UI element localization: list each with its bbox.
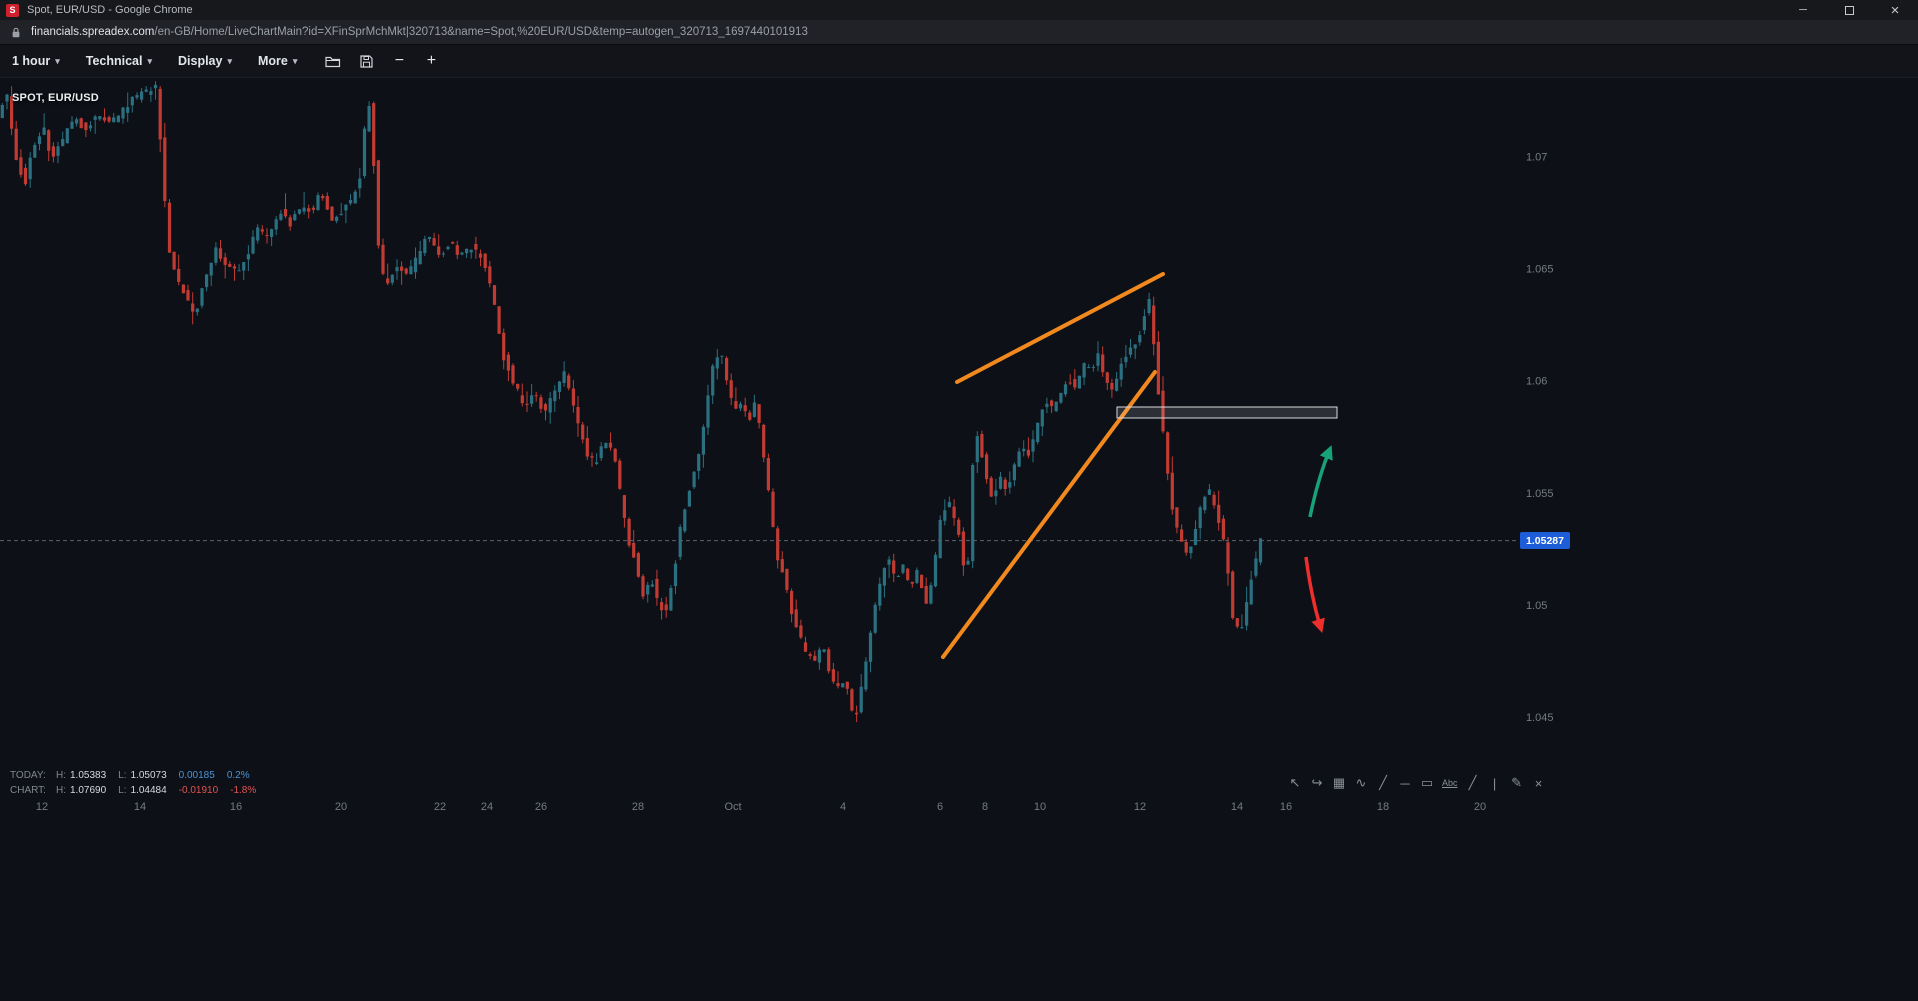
url-path: /en-GB/Home/LiveChartMain?id=XFinSprMchM… xyxy=(154,26,808,38)
chevron-down-icon: ▾ xyxy=(147,55,152,66)
window-title: Spot, EUR/USD - Google Chrome xyxy=(27,4,193,16)
x-axis-label: 20 xyxy=(1474,801,1486,813)
chart-change-value: -0.01910 xyxy=(178,785,219,796)
today-high-value: 1.05383 xyxy=(70,770,107,781)
technical-dropdown[interactable]: Technical ▾ xyxy=(86,54,152,68)
indicator-tool-button[interactable]: ∿ xyxy=(1355,775,1367,790)
horizontal-line-tool-button[interactable]: ─ xyxy=(1400,775,1410,791)
toolbar-separator: | xyxy=(1492,775,1497,791)
save-icon xyxy=(360,54,374,68)
zoom-in-button[interactable]: + xyxy=(426,52,437,69)
window-controls: ─ × xyxy=(1780,0,1918,20)
open-chart-button[interactable] xyxy=(325,54,341,68)
minimize-button[interactable]: ─ xyxy=(1799,4,1807,16)
down-arrow-annotation[interactable] xyxy=(1304,556,1325,634)
redo-arrow-tool-button[interactable]: ↪ xyxy=(1311,775,1323,790)
x-axis-label: 14 xyxy=(1231,801,1243,813)
close-tool-button[interactable]: × xyxy=(1534,775,1543,791)
maximize-icon xyxy=(1844,5,1854,15)
chart-toolbar: 1 hour ▾ Technical ▾ Display ▾ More ▾ − … xyxy=(0,45,1918,78)
grid-tool-button[interactable]: ▦ xyxy=(1332,775,1346,790)
open-folder-icon xyxy=(325,56,341,68)
legend-today-row: TODAY: H: 1.05383 L: 1.05073 0.00185 0.2… xyxy=(10,768,268,783)
close-button[interactable]: × xyxy=(1890,1,1900,19)
x-axis-label: 28 xyxy=(632,801,644,813)
x-axis-label: 12 xyxy=(1134,801,1146,813)
chart-high-label: H: xyxy=(56,785,66,796)
url-domain: financials.spreadex.com xyxy=(31,26,155,38)
browser-url-bar: financials.spreadex.com/en-GB/Home/LiveC… xyxy=(0,20,1918,45)
x-axis-label: 24 xyxy=(481,801,493,813)
chart-change-pct: -1.8% xyxy=(230,785,257,796)
x-axis-label: 16 xyxy=(1280,801,1292,813)
x-axis-label: 10 xyxy=(1034,801,1046,813)
price-axis-label: 1.07 xyxy=(1526,152,1547,164)
chart-high-value: 1.07690 xyxy=(70,785,107,796)
interval-dropdown[interactable]: 1 hour ▾ xyxy=(12,54,60,68)
pencil-tool-button[interactable]: ✎ xyxy=(1511,775,1522,790)
x-axis-label: 8 xyxy=(982,801,988,813)
save-chart-button[interactable] xyxy=(359,54,374,69)
chevron-down-icon: ▾ xyxy=(227,55,232,66)
price-axis-label: 1.06 xyxy=(1526,376,1547,388)
today-change-value: 0.00185 xyxy=(178,770,215,781)
up-arrow-annotation[interactable] xyxy=(1308,445,1333,518)
price-axis-label: 1.05 xyxy=(1526,600,1547,612)
chart-range-label: CHART: xyxy=(10,785,46,796)
x-axis-label: Oct xyxy=(724,801,741,813)
display-label: Display xyxy=(178,54,223,68)
x-axis-label: 4 xyxy=(840,801,846,813)
chart-low-value: 1.04484 xyxy=(130,785,167,796)
chart-legend: TODAY: H: 1.05383 L: 1.05073 0.00185 0.2… xyxy=(10,768,268,798)
x-axis-label: 12 xyxy=(36,801,48,813)
today-low-label: L: xyxy=(118,770,127,781)
x-axis-label: 14 xyxy=(134,801,146,813)
toolbar-icon-group: − + xyxy=(325,52,438,70)
trendline-annotation[interactable] xyxy=(955,272,1165,384)
symbol-label: SPOT, EUR/USD xyxy=(12,92,99,104)
x-axis-label: 6 xyxy=(937,801,943,813)
legend-chart-row: CHART: H: 1.07690 L: 1.04484 -0.01910 -1… xyxy=(10,783,268,798)
x-axis-label: 26 xyxy=(535,801,547,813)
x-axis-label: 22 xyxy=(434,801,446,813)
zoom-out-button[interactable]: − xyxy=(394,52,405,69)
ray-tool-button[interactable]: ╱ xyxy=(1468,775,1477,790)
maximize-button[interactable] xyxy=(1826,0,1872,20)
technical-label: Technical xyxy=(85,54,143,68)
price-axis-label: 1.065 xyxy=(1526,264,1554,276)
text-tool-button[interactable]: Abc xyxy=(1442,778,1458,788)
price-axis-label: 1.045 xyxy=(1526,712,1554,724)
more-label: More xyxy=(258,54,288,68)
spreadex-favicon-icon: S xyxy=(6,3,19,17)
url-omnibox[interactable]: financials.spreadex.com/en-GB/Home/LiveC… xyxy=(31,26,808,38)
x-axis-label: 16 xyxy=(230,801,242,813)
trendline-annotation[interactable] xyxy=(941,370,1157,659)
x-axis-label: 20 xyxy=(335,801,347,813)
candles xyxy=(0,81,1263,723)
chevron-down-icon: ▾ xyxy=(292,55,298,66)
price-chart-canvas[interactable]: 1.07 1.065 1.06 1.055 1.05 1.045 12 14 16 20 22 24 2… xyxy=(0,78,1918,1001)
price-level-rectangle[interactable] xyxy=(1116,406,1338,419)
trendline-tool-button[interactable]: ╱ xyxy=(1379,775,1387,790)
chart-low-label: L: xyxy=(118,785,127,796)
chevron-down-icon: ▾ xyxy=(55,55,60,66)
today-label: TODAY: xyxy=(10,770,46,781)
lock-icon xyxy=(10,26,22,39)
today-change-pct: 0.2% xyxy=(226,770,250,781)
cursor-tool-button[interactable]: ↖ xyxy=(1289,775,1301,790)
today-high-label: H: xyxy=(56,770,66,781)
x-axis-label: 18 xyxy=(1377,801,1389,813)
today-low-value: 1.05073 xyxy=(130,770,167,781)
display-dropdown[interactable]: Display ▾ xyxy=(178,54,232,68)
chart-area: 1.07 1.065 1.06 1.055 1.05 1.045 12 14 16 20 22 24 2… xyxy=(0,78,1918,1001)
window-titlebar: S Spot, EUR/USD - Google Chrome ─ × xyxy=(0,0,1918,20)
rectangle-tool-button[interactable]: ▭ xyxy=(1420,775,1434,790)
interval-label: 1 hour xyxy=(12,54,51,68)
current-price-badge: 1.05287 xyxy=(1520,532,1570,549)
more-dropdown[interactable]: More ▾ xyxy=(258,54,297,68)
drawing-toolbar: ↖ ↪ ▦ ∿ ╱ ─ ▭ Abc ╱ | ✎ × xyxy=(1288,775,1546,791)
price-axis-label: 1.055 xyxy=(1526,488,1554,500)
